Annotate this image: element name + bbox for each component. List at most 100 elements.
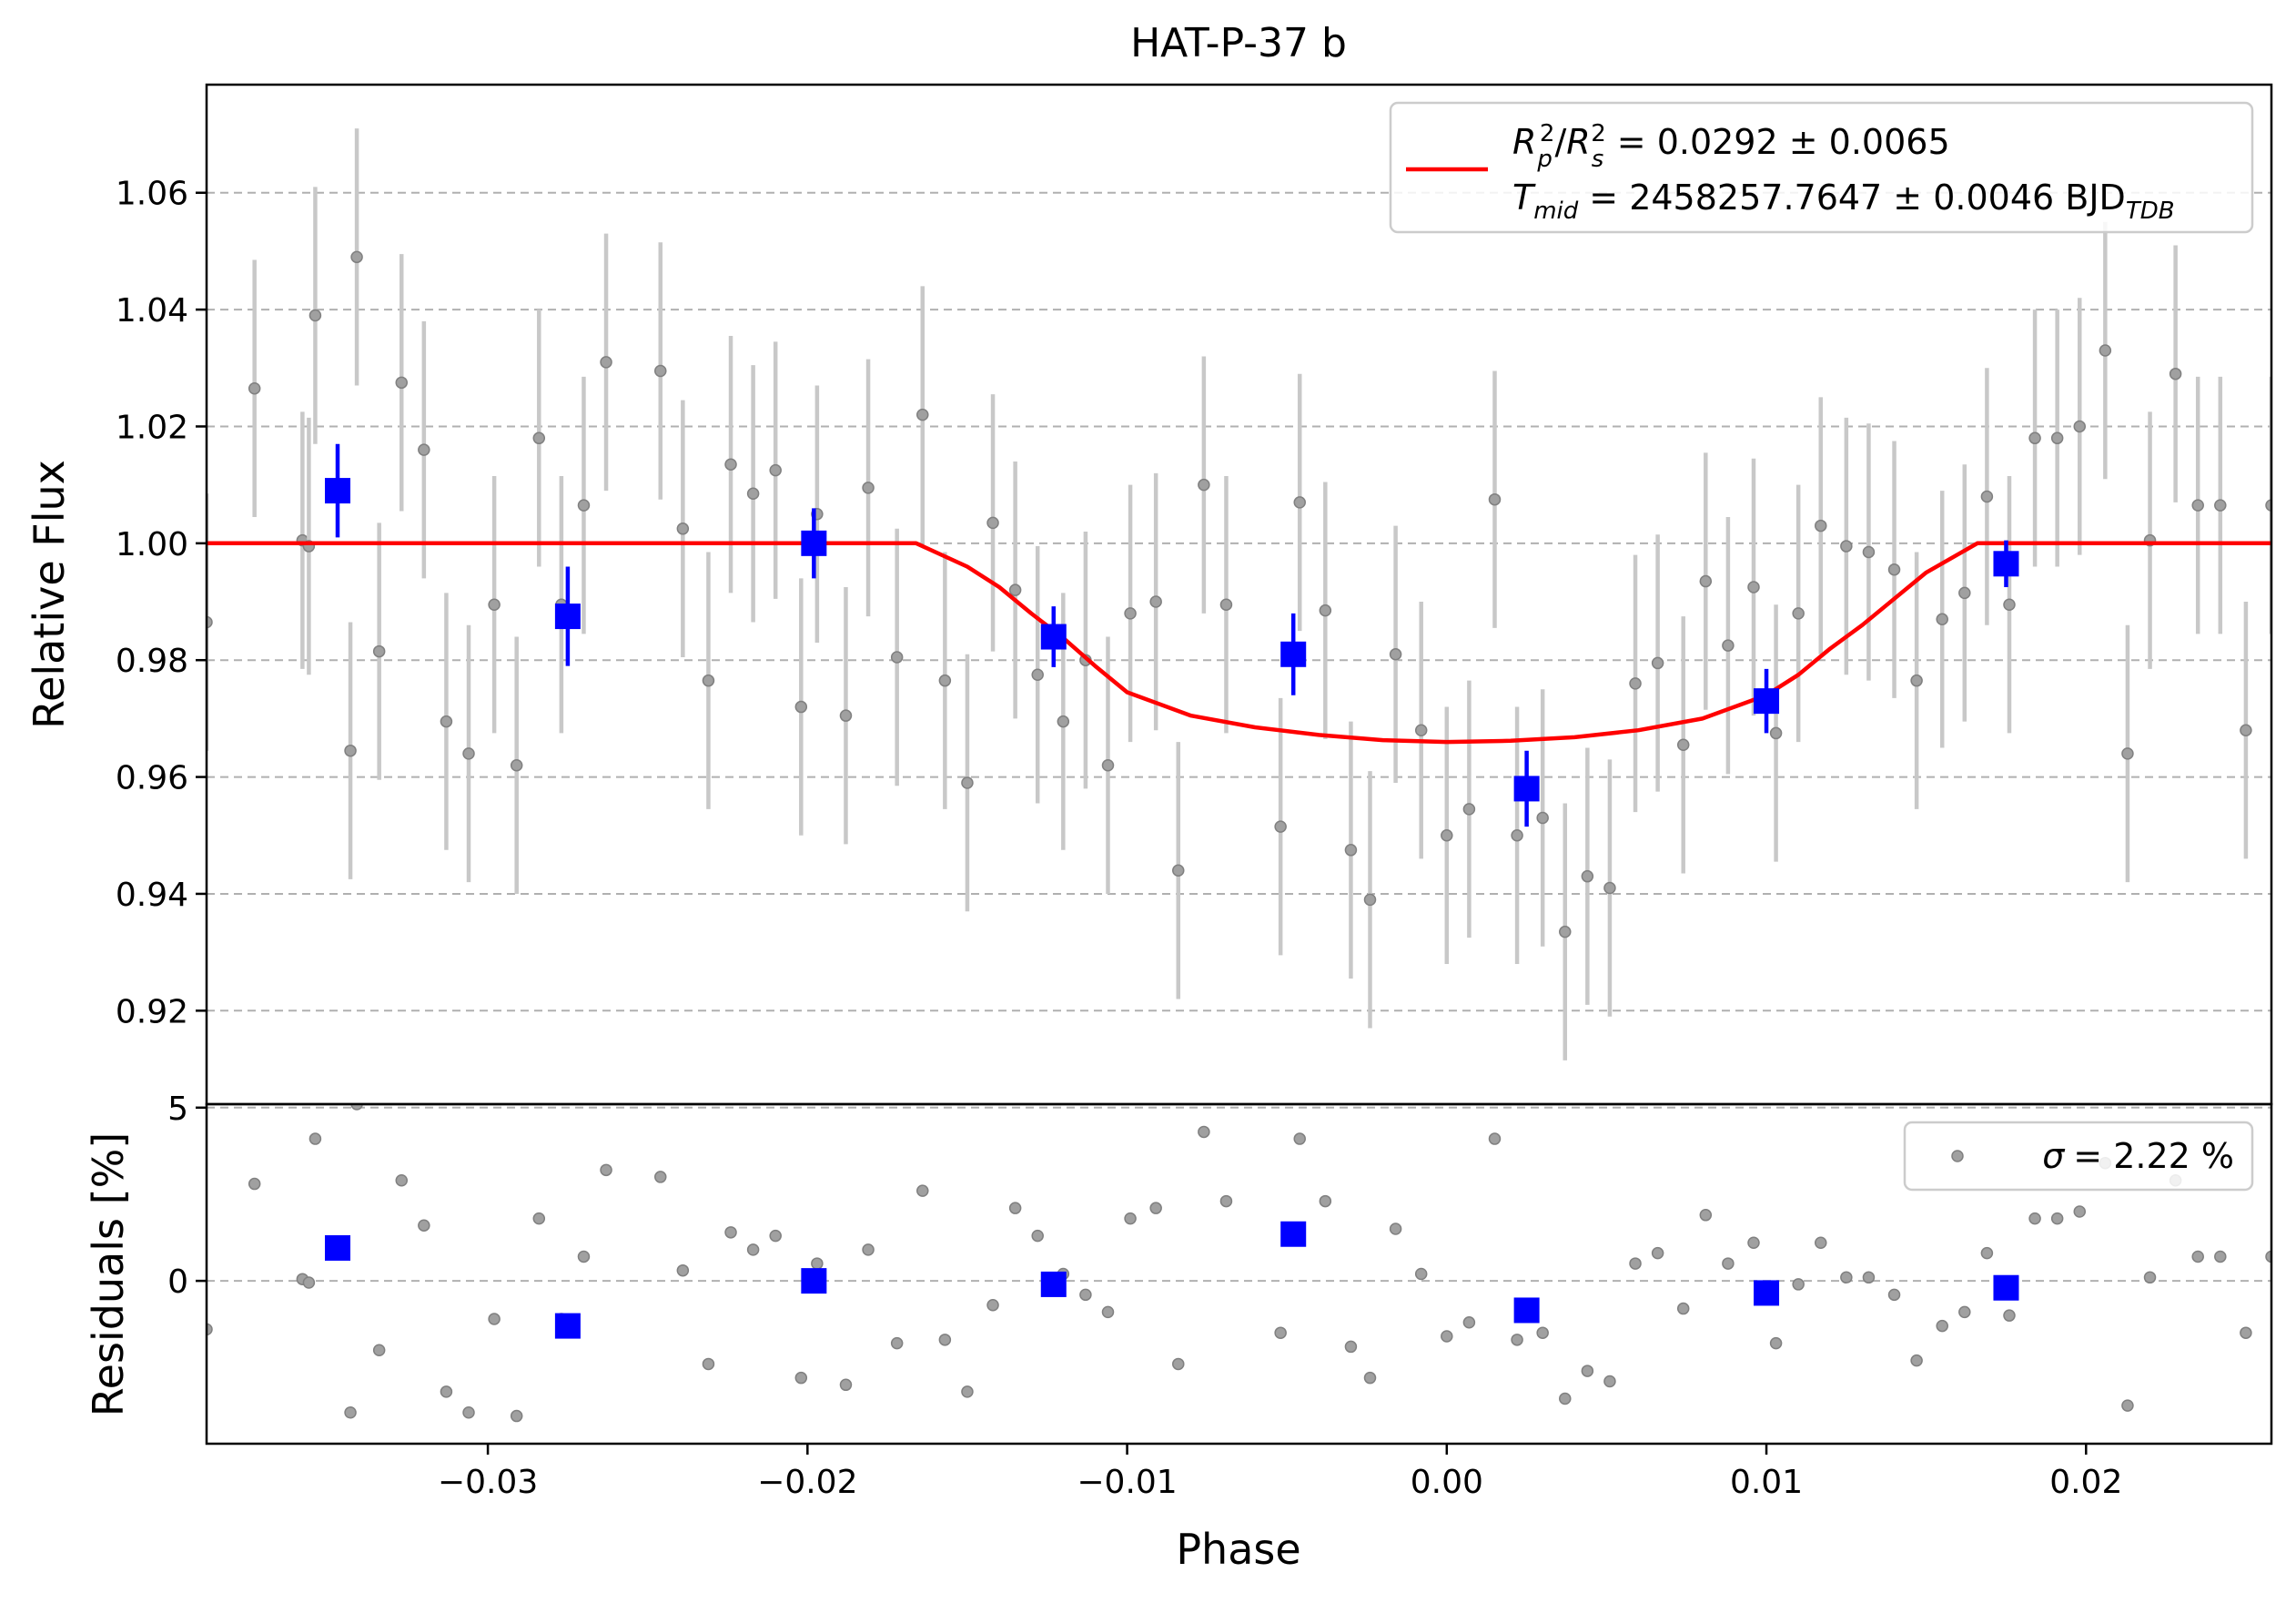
raw-flux-point xyxy=(1910,674,1923,687)
raw-residual-point xyxy=(1344,1340,1358,1354)
raw-residual-point xyxy=(372,1344,386,1356)
binned-residual-point xyxy=(1993,1274,2019,1301)
raw-residual-point xyxy=(1198,1125,1210,1139)
raw-residual-point xyxy=(1149,1202,1162,1214)
raw-residual-point xyxy=(702,1357,715,1371)
raw-flux-point xyxy=(1840,540,1853,553)
residuals-legend-box xyxy=(1903,1121,2254,1192)
raw-flux-point xyxy=(510,758,523,772)
raw-residual-point xyxy=(1274,1326,1287,1339)
raw-residual-point xyxy=(916,1184,929,1197)
raw-residual-point xyxy=(1219,1194,1233,1208)
binned-flux-point xyxy=(554,604,581,630)
raw-residual-point xyxy=(1293,1132,1306,1145)
raw-residuals-series xyxy=(207,1104,2271,1423)
raw-flux-point xyxy=(1511,829,1523,842)
raw-residual-point xyxy=(794,1371,808,1385)
raw-flux-point xyxy=(1008,583,1022,596)
raw-flux-point xyxy=(1172,864,1185,878)
raw-flux-point xyxy=(702,674,715,687)
raw-residual-point xyxy=(462,1405,475,1419)
raw-flux-point xyxy=(1980,490,1994,503)
raw-flux-point xyxy=(2073,420,2087,433)
main-y-axis-label: Relative Flux xyxy=(25,460,74,729)
raw-residual-point xyxy=(532,1212,546,1225)
binned-residual-point xyxy=(1040,1271,1067,1297)
raw-residual-point xyxy=(769,1229,782,1243)
main-legend: Rp2/Rs2 = 0.0292 ± 0.0065 Tmid = 2458257.7… xyxy=(1389,101,2254,234)
raw-residual-point xyxy=(1910,1354,1923,1367)
raw-residual-point xyxy=(1887,1288,1901,1302)
raw-flux-point xyxy=(462,747,475,760)
raw-flux-point xyxy=(654,364,667,378)
raw-residual-point xyxy=(207,1323,213,1336)
raw-residual-point xyxy=(1747,1236,1760,1249)
raw-residual-point xyxy=(1319,1194,1332,1208)
raw-residual-point xyxy=(1699,1209,1713,1222)
x-tick-label: −0.01 xyxy=(1077,1464,1177,1501)
raw-flux-point xyxy=(1862,545,1876,559)
raw-residual-point xyxy=(1363,1371,1377,1385)
raw-flux-point xyxy=(916,408,929,421)
main-y-tick-label: 0.92 xyxy=(116,993,188,1030)
raw-residual-point xyxy=(2265,1250,2271,1263)
binned-flux-point xyxy=(325,478,351,504)
raw-flux-point xyxy=(794,700,808,714)
raw-residual-point xyxy=(1958,1305,1971,1319)
raw-residual-point xyxy=(1462,1316,1476,1329)
raw-residual-point xyxy=(862,1243,875,1256)
raw-residual-point xyxy=(1815,1236,1827,1249)
raw-residual-point xyxy=(961,1385,974,1398)
raw-residual-point xyxy=(676,1263,690,1277)
raw-residual-point xyxy=(248,1177,261,1191)
raw-residual-point xyxy=(2073,1205,2087,1218)
raw-flux-point xyxy=(1747,581,1760,594)
raw-residual-point xyxy=(1441,1330,1453,1343)
raw-flux-point xyxy=(532,431,546,445)
binned-flux-point xyxy=(801,530,827,556)
raw-flux-point xyxy=(1629,677,1642,690)
raw-flux-point xyxy=(488,598,501,611)
raw-residual-point xyxy=(938,1334,952,1346)
binned-residuals-series xyxy=(325,1221,2019,1339)
binned-flux-point xyxy=(1040,624,1067,650)
raw-flux-point xyxy=(1344,844,1358,857)
raw-residual-point xyxy=(1511,1334,1523,1346)
raw-flux-point xyxy=(1198,478,1210,492)
raw-residual-point xyxy=(350,1104,363,1111)
raw-residual-point xyxy=(2214,1250,2227,1263)
raw-flux-point xyxy=(1536,811,1549,825)
residuals-y-tick-label: 5 xyxy=(167,1091,188,1128)
raw-flux-point xyxy=(1414,724,1428,736)
raw-residual-point xyxy=(1840,1271,1853,1284)
raw-flux-point xyxy=(1651,656,1664,670)
raw-residual-point xyxy=(1008,1202,1022,1214)
main-y-tick-label: 1.00 xyxy=(116,526,188,563)
legend-rp-rs-label: Rp2/Rs2 = 0.0292 ± 0.0065 xyxy=(1512,120,1950,173)
raw-residual-point xyxy=(1651,1246,1664,1260)
raw-flux-point xyxy=(1722,639,1735,652)
raw-residual-point xyxy=(1629,1257,1642,1270)
raw-residual-point xyxy=(811,1257,824,1270)
raw-flux-point xyxy=(1319,604,1332,617)
raw-residual-point xyxy=(1488,1132,1502,1145)
raw-flux-point xyxy=(1149,595,1162,608)
raw-flux-point xyxy=(1274,820,1287,833)
raw-flux-series xyxy=(207,128,2271,1060)
raw-residual-point xyxy=(724,1226,737,1239)
raw-flux-point xyxy=(372,644,386,658)
raw-flux-point xyxy=(1488,492,1502,506)
raw-flux-point xyxy=(1958,586,1971,600)
raw-residual-point xyxy=(1581,1365,1594,1377)
raw-residual-point xyxy=(1101,1305,1115,1319)
main-y-tick-label: 1.04 xyxy=(116,292,188,330)
raw-flux-point xyxy=(2191,499,2204,512)
raw-residual-point xyxy=(2191,1250,2204,1263)
residuals-gridlines xyxy=(207,1106,2271,1283)
raw-flux-point xyxy=(1936,613,1948,626)
raw-flux-point xyxy=(2121,747,2134,760)
raw-residual-point xyxy=(2143,1271,2157,1284)
residuals-y-ticks: 05 xyxy=(167,1091,207,1301)
raw-flux-point xyxy=(1769,726,1783,740)
raw-flux-point xyxy=(2214,499,2227,512)
